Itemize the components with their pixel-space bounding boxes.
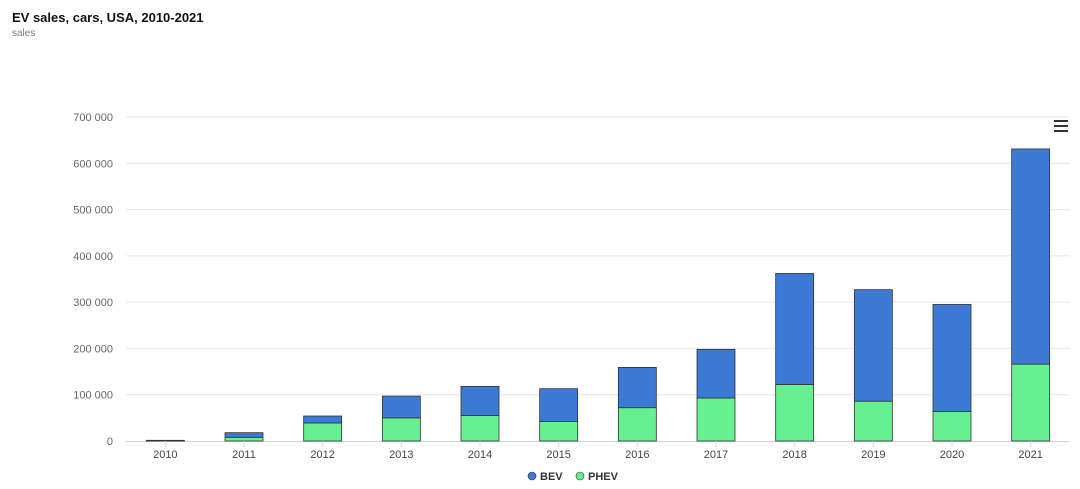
bar-phev-2020[interactable] (932, 410, 972, 442)
y-tick-label: 400 000 (73, 251, 113, 263)
x-tick-label: 2011 (232, 449, 256, 461)
bar-bev-2014[interactable] (460, 385, 500, 416)
x-tick-label: 2017 (704, 449, 728, 461)
legend-symbol-bev (527, 471, 537, 481)
bar-bev-2018[interactable] (775, 273, 815, 385)
menu-line-1 (1054, 120, 1068, 122)
bar-phev-2016[interactable] (617, 407, 657, 442)
y-tick-label: 700 000 (73, 112, 113, 124)
bar-phev-2018[interactable] (775, 384, 815, 442)
x-tick-label: 2020 (940, 449, 964, 461)
bar-bev-2016[interactable] (617, 367, 657, 409)
y-tick-label: 200 000 (73, 343, 113, 355)
bar-phev-2013[interactable] (381, 417, 421, 442)
bar-phev-2012[interactable] (303, 422, 343, 442)
menu-line-2 (1054, 125, 1068, 127)
bar-bev-2013[interactable] (381, 395, 421, 419)
x-tick-label: 2016 (625, 449, 649, 461)
chart-subtitle: sales (12, 28, 36, 39)
bar-phev-2021[interactable] (1011, 363, 1051, 442)
bar-bev-2017[interactable] (696, 348, 736, 399)
y-tick-label: 500 000 (73, 205, 113, 217)
menu-line-3 (1054, 130, 1068, 132)
bar-phev-2017[interactable] (696, 397, 736, 442)
bar-bev-2015[interactable] (539, 388, 579, 422)
legend-label-phev: PHEV (588, 471, 619, 483)
x-tick-label: 2019 (861, 449, 885, 461)
legend-symbol-phev (575, 471, 585, 481)
legend-item-bev[interactable]: BEV (527, 471, 563, 483)
x-tick-label: 2014 (468, 449, 492, 461)
y-tick-label: 100 000 (73, 390, 113, 402)
bar-bev-2020[interactable] (932, 304, 972, 412)
hamburger-menu-icon[interactable] (1052, 118, 1070, 134)
y-tick-label: 300 000 (73, 297, 113, 309)
bar-bev-2010[interactable] (145, 439, 185, 442)
y-tick-label: 0 (107, 436, 113, 448)
legend-item-phev[interactable]: PHEV (575, 471, 619, 483)
x-tick-label: 2018 (782, 449, 806, 461)
chart-title: EV sales, cars, USA, 2010-2021 (12, 10, 204, 25)
bar-bev-2012[interactable] (303, 415, 343, 424)
bar-phev-2019[interactable] (853, 400, 893, 442)
x-tick-label: 2010 (153, 449, 177, 461)
x-tick-label: 2015 (546, 449, 570, 461)
y-tick-label: 600 000 (73, 158, 113, 170)
bar-bev-2011[interactable] (224, 432, 264, 438)
bar-phev-2014[interactable] (460, 415, 500, 442)
bar-bev-2021[interactable] (1011, 148, 1051, 365)
x-tick-label: 2012 (310, 449, 334, 461)
bar-phev-2015[interactable] (539, 421, 579, 442)
legend-label-bev: BEV (540, 471, 563, 483)
x-tick-label: 2013 (389, 449, 413, 461)
x-tick-label: 2021 (1018, 449, 1042, 461)
bar-phev-2011[interactable] (224, 436, 264, 442)
bar-bev-2019[interactable] (853, 289, 893, 402)
